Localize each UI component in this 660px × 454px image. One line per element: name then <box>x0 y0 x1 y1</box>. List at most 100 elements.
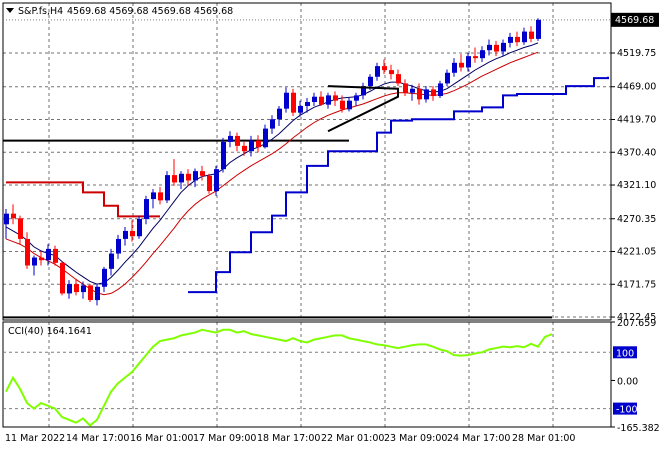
candle[interactable] <box>67 280 72 299</box>
candle[interactable] <box>382 59 387 75</box>
candle[interactable] <box>221 137 226 173</box>
candle[interactable] <box>158 187 163 205</box>
candle[interactable] <box>389 64 394 80</box>
candle[interactable] <box>375 62 380 81</box>
candle[interactable] <box>81 281 86 299</box>
candle[interactable] <box>473 47 478 63</box>
candle[interactable] <box>123 226 128 246</box>
candle[interactable] <box>4 209 9 239</box>
candle[interactable] <box>256 135 261 153</box>
price-tick-label: 4370.40 <box>617 147 656 158</box>
candle-body <box>228 135 233 142</box>
current-price-box <box>611 12 659 27</box>
candle[interactable] <box>445 69 450 87</box>
candle[interactable] <box>172 159 177 186</box>
candle[interactable] <box>410 84 415 101</box>
candle[interactable] <box>130 220 135 242</box>
candle[interactable] <box>207 173 212 194</box>
candle[interactable] <box>522 27 527 45</box>
candle[interactable] <box>291 88 296 116</box>
candle[interactable] <box>361 82 366 100</box>
candle[interactable] <box>53 245 58 266</box>
candle[interactable] <box>249 135 254 157</box>
candle-body <box>95 286 100 301</box>
candle[interactable] <box>333 91 338 107</box>
candle[interactable] <box>347 98 352 112</box>
candle[interactable] <box>116 234 121 259</box>
candle[interactable] <box>277 106 282 126</box>
candle[interactable] <box>536 18 541 41</box>
candle[interactable] <box>165 171 170 204</box>
cci-tick-label: 100 <box>616 348 634 359</box>
triangle-outline[interactable] <box>327 85 399 133</box>
candle[interactable] <box>242 141 247 156</box>
collapse-triangle-icon[interactable] <box>6 8 14 13</box>
candle[interactable] <box>60 261 65 296</box>
candle[interactable] <box>179 171 184 190</box>
triangle-pattern[interactable] <box>327 85 399 133</box>
candle[interactable] <box>109 248 114 276</box>
candle[interactable] <box>39 250 44 266</box>
candle[interactable] <box>88 284 93 303</box>
candle[interactable] <box>137 215 142 239</box>
candle[interactable] <box>193 168 198 188</box>
candle[interactable] <box>326 92 331 109</box>
candle[interactable] <box>186 169 191 186</box>
candle[interactable] <box>298 100 303 117</box>
cci-level-box <box>613 346 637 359</box>
time-tick-label: 14 Mar 17:00 <box>66 433 129 444</box>
candle[interactable] <box>270 115 275 134</box>
cci-tick-label: -100 <box>616 405 638 416</box>
candle[interactable] <box>312 92 317 107</box>
candle[interactable] <box>151 189 156 209</box>
candle[interactable] <box>95 284 100 306</box>
candle[interactable] <box>25 232 30 269</box>
candle[interactable] <box>494 40 499 57</box>
candle[interactable] <box>144 195 149 225</box>
candle[interactable] <box>74 278 79 296</box>
candle[interactable] <box>417 83 422 105</box>
candle[interactable] <box>452 58 457 77</box>
candle[interactable] <box>319 91 324 107</box>
candle[interactable] <box>305 98 310 113</box>
candle[interactable] <box>403 79 408 97</box>
candle[interactable] <box>487 39 492 56</box>
candles[interactable] <box>4 18 541 306</box>
candle[interactable] <box>424 86 429 103</box>
candle[interactable] <box>340 95 345 113</box>
candle-body <box>333 95 338 101</box>
candle[interactable] <box>466 52 471 72</box>
candle-body <box>403 83 408 93</box>
candle[interactable] <box>508 32 513 48</box>
candle-body <box>242 145 247 152</box>
candle[interactable] <box>284 87 289 113</box>
candle[interactable] <box>235 132 240 152</box>
candle[interactable] <box>18 215 23 245</box>
candle[interactable] <box>214 165 219 196</box>
candle-body <box>410 88 415 93</box>
candle[interactable] <box>46 244 51 266</box>
candle[interactable] <box>32 255 37 276</box>
candle-body <box>375 66 380 77</box>
candle[interactable] <box>459 54 464 72</box>
candle[interactable] <box>102 266 107 293</box>
candle[interactable] <box>396 69 401 87</box>
candle[interactable] <box>11 204 16 225</box>
candle[interactable] <box>515 31 520 47</box>
candle[interactable] <box>480 46 485 63</box>
candle[interactable] <box>501 39 506 57</box>
candle[interactable] <box>200 165 205 181</box>
candle[interactable] <box>354 92 359 107</box>
candle-body <box>473 56 478 59</box>
cci-pane-frame <box>2 321 612 428</box>
candle-body <box>522 31 527 43</box>
candle-body <box>417 88 422 100</box>
price-tick-label: 4469.00 <box>617 82 656 93</box>
candle[interactable] <box>263 124 268 149</box>
candle[interactable] <box>529 26 534 43</box>
candle-body <box>466 56 471 68</box>
candle[interactable] <box>228 131 233 148</box>
candle[interactable] <box>438 80 443 99</box>
candle[interactable] <box>431 86 436 101</box>
